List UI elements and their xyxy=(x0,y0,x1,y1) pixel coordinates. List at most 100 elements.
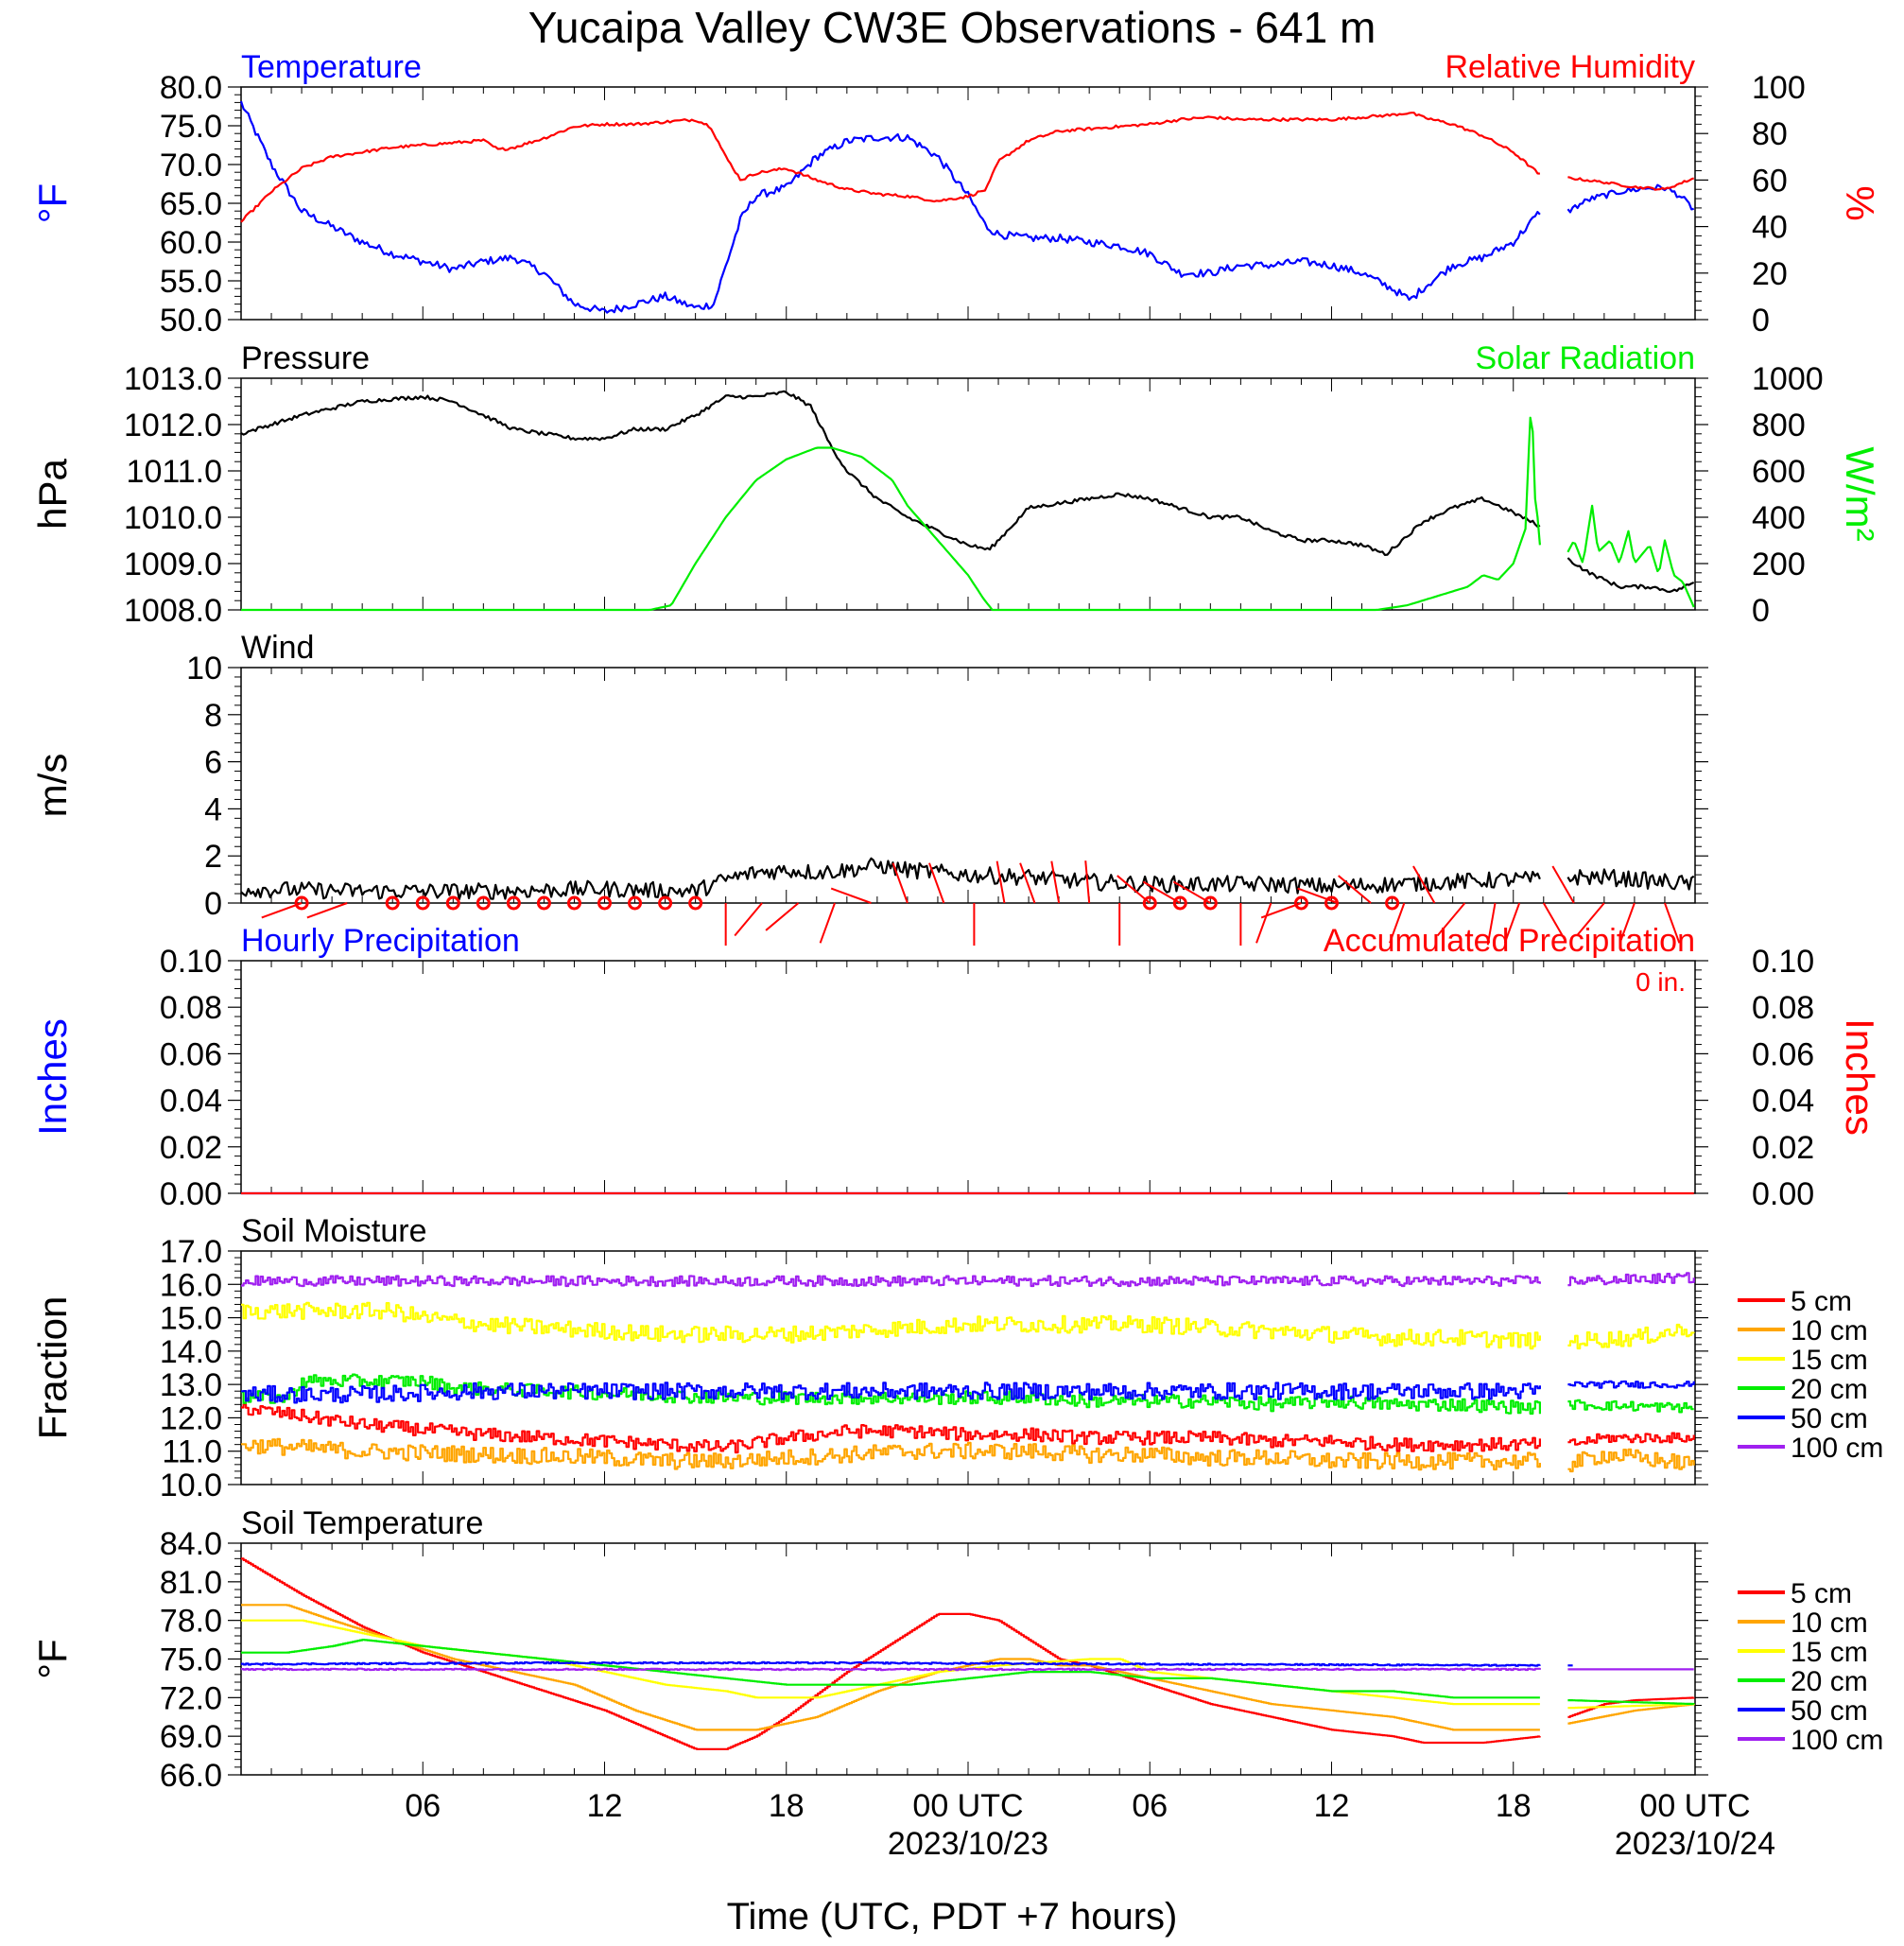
series-line-10-cm xyxy=(1567,1703,1695,1725)
calm-wind-marker xyxy=(566,895,581,911)
legend-label: 10 cm xyxy=(1791,1607,1868,1639)
series-line-20-cm xyxy=(241,1373,1541,1416)
y-right-tick-label: 20 xyxy=(1752,256,1788,292)
y-axis-label-left: °F xyxy=(30,183,75,223)
wind-barb xyxy=(1019,862,1036,904)
series-line-temperature xyxy=(1566,183,1694,214)
wind-barb xyxy=(1551,865,1575,904)
legend-label: 100 cm xyxy=(1791,1433,1883,1464)
calm-wind-marker xyxy=(597,895,612,911)
series-line-15-cm xyxy=(1567,1323,1695,1350)
legend-label: 20 cm xyxy=(1791,1666,1868,1697)
panel-title-left: Soil Moisture xyxy=(241,1213,427,1249)
y-tick-label: 1009.0 xyxy=(124,547,222,582)
y-tick-label: 1010.0 xyxy=(124,500,222,536)
y-right-tick-label: 600 xyxy=(1752,454,1806,490)
series-line-10-cm xyxy=(241,1604,1540,1731)
panel-title-left: Wind xyxy=(241,630,314,666)
series-line-solar-radiation xyxy=(1566,504,1695,608)
wind-barb xyxy=(1576,902,1605,937)
wind-barb xyxy=(306,902,348,919)
y-axis-label-left: Fraction xyxy=(30,1296,75,1440)
series-line-solar-radiation xyxy=(241,416,1541,612)
chart-title: Yucaipa Valley CW3E Observations - 641 m xyxy=(528,3,1376,52)
y-tick-label: 55.0 xyxy=(160,264,222,300)
y-tick-label: 8 xyxy=(204,698,222,734)
y-tick-label: 1013.0 xyxy=(124,361,222,397)
calm-wind-marker xyxy=(445,895,460,911)
x-tick-label: 18 xyxy=(1496,1788,1532,1824)
y-tick-label: 75.0 xyxy=(160,1642,222,1678)
series-line-temperature xyxy=(239,100,1541,314)
panel-title-left: Soil Temperature xyxy=(241,1505,483,1541)
legend-label: 50 cm xyxy=(1791,1403,1868,1434)
series-line-relative-humidity xyxy=(240,112,1541,223)
y-right-tick-label: 0.00 xyxy=(1752,1176,1814,1212)
panel-annotation: 0 in. xyxy=(1636,967,1686,997)
y-tick-label: 4 xyxy=(204,791,222,827)
y-tick-label: 66.0 xyxy=(160,1758,222,1794)
wind-barb xyxy=(261,902,303,919)
y-tick-label: 12.0 xyxy=(160,1400,222,1436)
series-line-100-cm xyxy=(241,1275,1541,1288)
y-tick-label: 14.0 xyxy=(160,1334,222,1370)
legend-label: 50 cm xyxy=(1791,1695,1868,1727)
calm-wind-marker xyxy=(688,895,703,911)
series-line-wind xyxy=(1566,868,1695,891)
wind-barb xyxy=(1050,860,1061,904)
panel-wind: 0 2 4 6 8 10 Wind m/s xyxy=(30,630,1708,946)
x-tick-label: 00 UTC xyxy=(912,1788,1023,1824)
panel-title-left: Temperature xyxy=(241,49,422,85)
legend-label: 5 cm xyxy=(1791,1286,1852,1317)
series-line-15-cm xyxy=(241,1301,1541,1350)
y-tick-label: 1008.0 xyxy=(124,593,222,629)
y-tick-label: 69.0 xyxy=(160,1719,222,1755)
series-line-10-cm xyxy=(241,1437,1541,1471)
y-tick-label: 13.0 xyxy=(160,1367,222,1403)
wind-barb xyxy=(1172,880,1211,904)
y-tick-label: 10.0 xyxy=(160,1468,222,1503)
y-tick-label: 84.0 xyxy=(160,1526,222,1562)
wind-barb xyxy=(995,860,1006,904)
y-axis-label-left: hPa xyxy=(30,458,75,529)
y-tick-label: 0.00 xyxy=(160,1176,222,1212)
y-tick-label: 11.0 xyxy=(162,1434,222,1470)
wind-barb xyxy=(734,902,763,937)
y-axis-label-right: Inches xyxy=(1838,1018,1882,1136)
panels-group: 50.055.060.065.070.075.080.0020406080100… xyxy=(30,49,1883,1794)
series-line-20-cm xyxy=(241,1639,1540,1699)
y-right-tick-label: 0.10 xyxy=(1752,944,1814,980)
panel-precip: 0.00 0.02 0.04 0.06 0.08 0.10 0.00 0.02 0.04 0.06… xyxy=(30,923,1882,1212)
wind-barb xyxy=(1389,902,1406,944)
y-right-tick-label: 60 xyxy=(1752,163,1788,199)
calm-wind-marker xyxy=(1203,895,1218,911)
legend-label: 100 cm xyxy=(1791,1725,1883,1756)
y-tick-label: 0.02 xyxy=(160,1130,222,1166)
wind-barb xyxy=(1436,902,1466,937)
y-right-tick-label: 0.04 xyxy=(1752,1084,1814,1120)
y-tick-label: 0.08 xyxy=(160,990,222,1026)
x-tick-label: 12 xyxy=(1314,1788,1350,1824)
y-right-tick-label: 80 xyxy=(1752,116,1788,152)
calm-wind-marker xyxy=(658,895,673,911)
wind-barb xyxy=(1297,887,1339,904)
y-tick-label: 65.0 xyxy=(160,186,222,222)
wind-barb xyxy=(1618,902,1636,944)
y-axis-label-left: m/s xyxy=(30,754,75,818)
y-right-tick-label: 0.02 xyxy=(1752,1130,1814,1166)
x-tick-label: 06 xyxy=(405,1788,441,1824)
y-axis-label-left: °F xyxy=(30,1639,75,1678)
legend-label: 15 cm xyxy=(1791,1345,1868,1376)
series-line-5-cm xyxy=(241,1403,1541,1454)
wind-barb xyxy=(765,902,800,931)
y-tick-label: 0 xyxy=(204,886,222,922)
series-line-pressure xyxy=(1566,557,1695,593)
panel-pressure-solar: 1008.0 1009.0 1010.0 1011.0 1012.0 1013.0 0 200… xyxy=(30,340,1882,629)
calm-wind-marker xyxy=(536,895,551,911)
y-right-tick-label: 100 xyxy=(1752,70,1806,106)
legend-label: 15 cm xyxy=(1791,1637,1868,1668)
wind-barb xyxy=(1255,902,1272,944)
y-right-tick-label: 0.06 xyxy=(1752,1036,1814,1072)
